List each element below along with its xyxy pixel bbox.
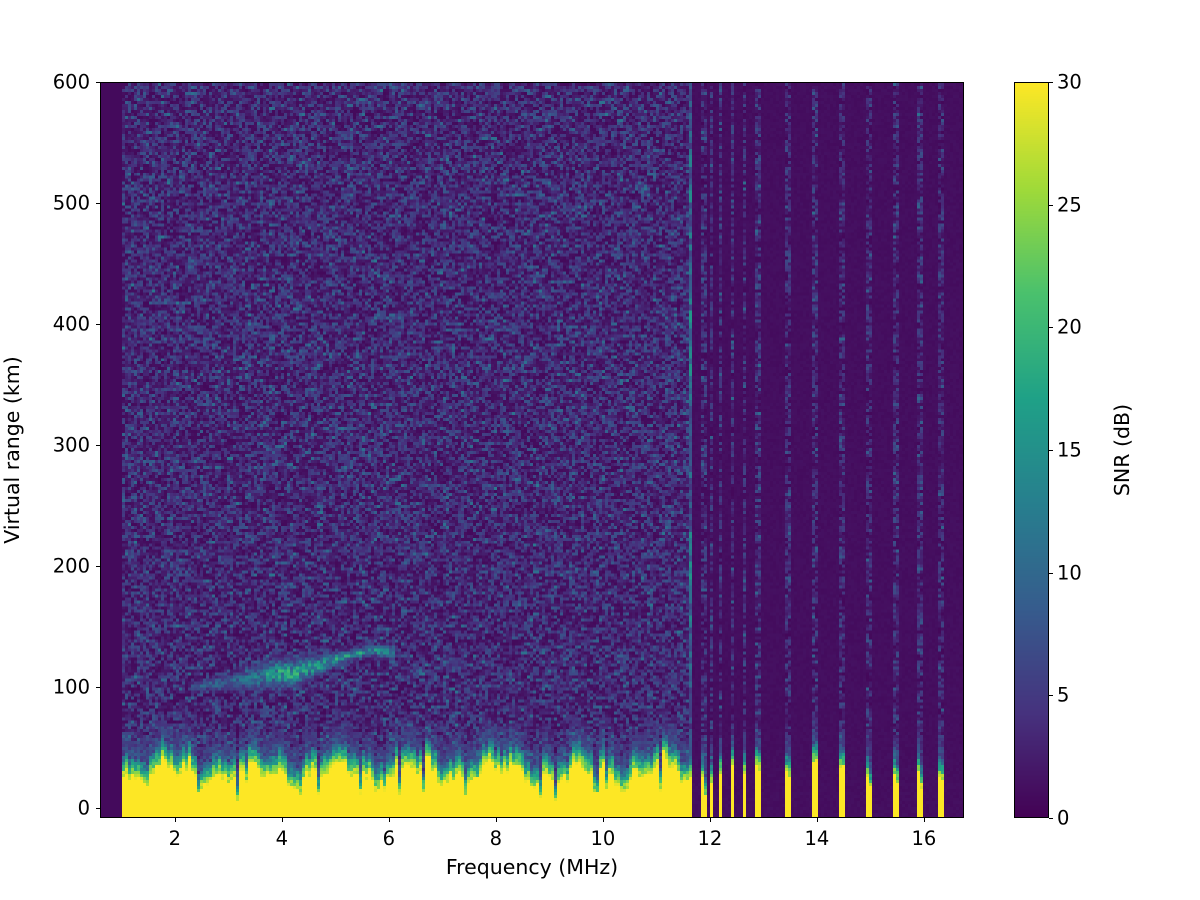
x-tick-mark [174, 818, 176, 822]
y-tick-label: 200 [52, 554, 90, 578]
y-tick-label: 500 [52, 191, 90, 215]
colorbar-tick-mark [1049, 818, 1053, 820]
x-tick-label: 10 [590, 827, 616, 850]
x-tick-label: 8 [489, 827, 503, 850]
y-tick-mark [96, 808, 100, 810]
snr-colorbar[interactable] [1014, 82, 1049, 818]
x-tick-label: 16 [911, 827, 937, 850]
y-axis-label: Virtual range (km) [0, 356, 24, 544]
colorbar-tick-label: 0 [1057, 806, 1070, 830]
colorbar-tick-mark [1049, 82, 1053, 84]
x-tick-label: 2 [168, 827, 182, 850]
y-tick-mark [96, 82, 100, 84]
x-tick-mark [281, 818, 283, 822]
y-tick-label: 300 [52, 433, 90, 457]
x-axis-label: Frequency (MHz) [445, 855, 619, 879]
colorbar-gradient-canvas [1015, 83, 1048, 817]
colorbar-tick-label: 25 [1057, 193, 1082, 217]
colorbar-tick-mark [1049, 450, 1053, 452]
y-tick-label: 0 [77, 796, 90, 820]
colorbar-tick-label: 10 [1057, 561, 1082, 585]
y-tick-mark [96, 566, 100, 568]
colorbar-tick-label: 15 [1057, 438, 1082, 462]
colorbar-tick-mark [1049, 695, 1053, 697]
y-tick-mark [96, 203, 100, 205]
x-tick-label: 14 [804, 827, 830, 850]
x-tick-mark [816, 818, 818, 822]
colorbar-label: SNR (dB) [1110, 403, 1134, 497]
x-tick-mark [709, 818, 711, 822]
x-tick-mark [923, 818, 925, 822]
y-tick-label: 100 [52, 675, 90, 699]
x-tick-mark [602, 818, 604, 822]
y-tick-mark [96, 324, 100, 326]
y-tick-mark [96, 445, 100, 447]
x-tick-label: 6 [382, 827, 396, 850]
ionogram-heatmap-canvas [101, 83, 963, 817]
y-tick-label: 400 [52, 312, 90, 336]
colorbar-tick-label: 20 [1057, 315, 1082, 339]
x-tick-label: 4 [275, 827, 289, 850]
y-tick-mark [96, 687, 100, 689]
y-tick-label: 600 [52, 70, 90, 94]
colorbar-tick-mark [1049, 327, 1053, 329]
ionogram-plot-area[interactable] [100, 82, 964, 818]
colorbar-tick-label: 30 [1057, 70, 1082, 94]
colorbar-tick-label: 5 [1057, 683, 1070, 707]
colorbar-tick-mark [1049, 204, 1053, 206]
x-tick-label: 12 [697, 827, 723, 850]
x-tick-mark [388, 818, 390, 822]
x-tick-mark [495, 818, 497, 822]
colorbar-tick-mark [1049, 572, 1053, 574]
